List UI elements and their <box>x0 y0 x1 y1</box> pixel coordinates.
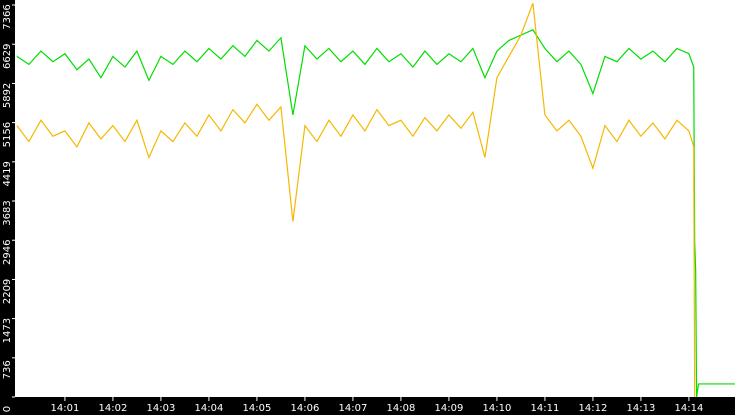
y-tick-label: 1473 <box>2 318 13 343</box>
x-tick-label: 14:02 <box>99 403 128 414</box>
x-tick-label: 14:01 <box>51 403 80 414</box>
x-tick-label: 14:07 <box>339 403 368 414</box>
x-tick-label: 14:03 <box>147 403 176 414</box>
x-tick-label: 14:14 <box>675 403 704 414</box>
y-tick-label: 2946 <box>2 239 13 264</box>
data-line <box>16 29 735 398</box>
y-tick-label: 4419 <box>2 161 13 186</box>
x-tick-label: 14:12 <box>579 403 608 414</box>
x-tick-label: 14:04 <box>195 403 224 414</box>
x-tick-label: 14:13 <box>627 403 656 414</box>
y-tick-label: 0 <box>2 406 13 412</box>
plot-area <box>15 0 735 397</box>
y-tick-label: 736 <box>2 360 13 379</box>
x-tick-label: 14:09 <box>435 403 464 414</box>
data-line <box>16 2 696 398</box>
x-tick-label: 14:05 <box>243 403 272 414</box>
y-tick-label: 5892 <box>2 83 13 108</box>
y-tick-label: 7366 <box>2 4 13 29</box>
y-tick-label: 2209 <box>2 279 13 304</box>
x-tick-label: 14:10 <box>483 403 512 414</box>
y-tick-label: 5156 <box>2 122 13 147</box>
x-tick-label: 14:08 <box>387 403 416 414</box>
y-tick-label: 6629 <box>2 43 13 68</box>
y-tick-label: 3683 <box>2 200 13 225</box>
x-tick-label: 14:06 <box>291 403 320 414</box>
x-tick-label: 14:11 <box>531 403 560 414</box>
